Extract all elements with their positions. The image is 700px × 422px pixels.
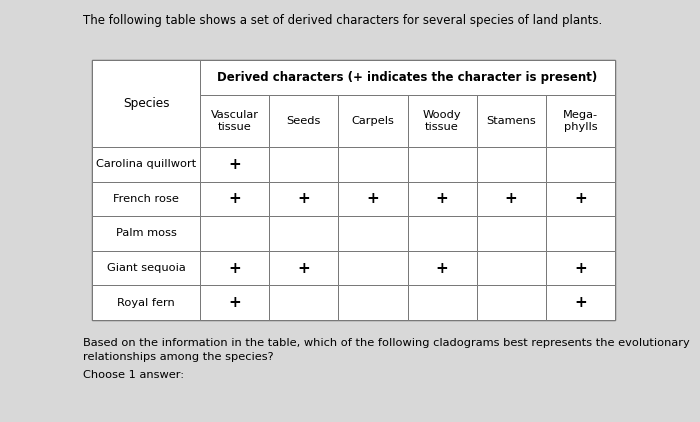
Bar [92, 251, 200, 285]
Text: Carolina quillwort: Carolina quillwort [96, 159, 196, 169]
Bar [477, 285, 546, 320]
Text: Vascular
tissue: Vascular tissue [211, 110, 258, 133]
Bar [200, 95, 270, 147]
Text: +: + [228, 295, 241, 310]
Bar [92, 181, 200, 216]
Bar [200, 216, 270, 251]
Bar [546, 181, 615, 216]
Text: Derived characters (+ indicates the character is present): Derived characters (+ indicates the char… [218, 71, 598, 84]
Bar [200, 147, 270, 181]
Bar [546, 95, 615, 147]
Text: +: + [298, 261, 310, 276]
Bar [270, 181, 338, 216]
Bar [546, 285, 615, 320]
Text: Species: Species [122, 97, 169, 110]
Text: +: + [574, 295, 587, 310]
Text: Palm moss: Palm moss [116, 228, 176, 238]
Bar [200, 181, 270, 216]
Text: French rose: French rose [113, 194, 179, 204]
Text: Carpels: Carpels [351, 116, 394, 126]
Text: +: + [228, 261, 241, 276]
Text: +: + [228, 157, 241, 172]
Bar [200, 60, 615, 95]
Bar [92, 147, 200, 181]
Bar [338, 147, 407, 181]
Bar [407, 95, 477, 147]
Bar [92, 216, 200, 251]
Text: +: + [505, 192, 517, 206]
Text: Stamens: Stamens [486, 116, 536, 126]
Bar [546, 147, 615, 181]
Bar [270, 95, 338, 147]
Bar [92, 60, 615, 320]
Bar [338, 181, 407, 216]
Bar [477, 95, 546, 147]
Bar [270, 285, 338, 320]
Bar [407, 147, 477, 181]
Text: Choose 1 answer:: Choose 1 answer: [83, 370, 184, 380]
Bar [270, 147, 338, 181]
Text: Based on the information in the table, which of the following cladograms best re: Based on the information in the table, w… [83, 338, 690, 348]
Text: Mega-
phylls: Mega- phylls [563, 110, 598, 133]
Text: Giant sequoia: Giant sequoia [106, 263, 186, 273]
Bar [407, 181, 477, 216]
Bar [338, 285, 407, 320]
Text: +: + [228, 192, 241, 206]
Text: +: + [298, 192, 310, 206]
Text: +: + [574, 192, 587, 206]
Text: +: + [435, 261, 449, 276]
Bar [338, 251, 407, 285]
Bar [92, 285, 200, 320]
Bar [477, 181, 546, 216]
Text: Seeds: Seeds [286, 116, 321, 126]
Bar [200, 251, 270, 285]
Text: +: + [435, 192, 449, 206]
Bar [200, 285, 270, 320]
Bar [546, 216, 615, 251]
Bar [338, 95, 407, 147]
Text: +: + [367, 192, 379, 206]
Bar [477, 251, 546, 285]
Text: Woody
tissue: Woody tissue [423, 110, 461, 133]
Bar [546, 251, 615, 285]
Bar [407, 216, 477, 251]
Bar [477, 147, 546, 181]
Bar [270, 251, 338, 285]
Bar [477, 216, 546, 251]
Bar [407, 251, 477, 285]
Text: Royal fern: Royal fern [117, 298, 175, 308]
Bar [338, 216, 407, 251]
Bar [92, 60, 200, 147]
Text: The following table shows a set of derived characters for several species of lan: The following table shows a set of deriv… [83, 14, 602, 27]
Bar [270, 216, 338, 251]
Bar [407, 285, 477, 320]
Text: relationships among the species?: relationships among the species? [83, 352, 274, 362]
Text: +: + [574, 261, 587, 276]
